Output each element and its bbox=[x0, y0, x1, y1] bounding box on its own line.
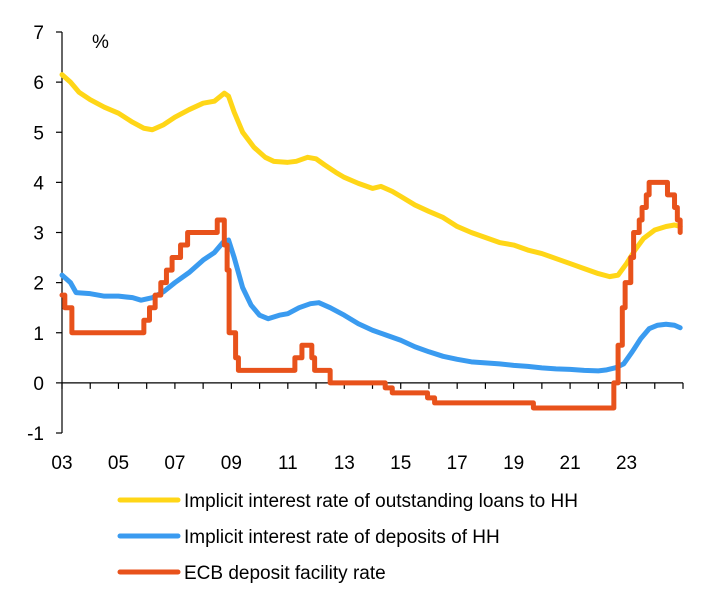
y-tick-label: 1 bbox=[33, 324, 44, 345]
x-tick-label: 23 bbox=[616, 453, 637, 474]
y-tick-label: 2 bbox=[33, 274, 44, 295]
x-ticks: 03 05 07 09 11 13 15 17 19 21 23 bbox=[51, 382, 684, 474]
x-tick-label: 03 bbox=[51, 453, 72, 474]
series-line-implicit-interest-rate-of-deposits-of-hh bbox=[59, 237, 683, 374]
x-tick-label: 05 bbox=[108, 453, 129, 474]
y-tick-label: 5 bbox=[33, 123, 44, 144]
y-tick-label: 7 bbox=[33, 23, 44, 44]
x-tick-label: 19 bbox=[503, 453, 524, 474]
y-ticks: -1 0 1 2 3 4 5 6 7 bbox=[27, 23, 62, 445]
y-tick-label: 4 bbox=[33, 173, 44, 194]
x-tick-label: 11 bbox=[278, 453, 298, 474]
unit-label: % bbox=[92, 32, 109, 53]
series-line-implicit-interest-rate-of-outstanding-loans-to-hh bbox=[59, 72, 683, 280]
legend-label-implicit-interest-rate-of-outstanding-loans-to-hh: Implicit interest rate of outstanding lo… bbox=[184, 491, 578, 512]
series-layer bbox=[59, 72, 683, 411]
y-tick-label: -1 bbox=[27, 424, 44, 445]
y-tick-label: 6 bbox=[33, 73, 44, 94]
x-tick-label: 21 bbox=[560, 453, 581, 474]
x-tick-label: 17 bbox=[447, 453, 468, 474]
legend: Implicit interest rate of outstanding lo… bbox=[117, 491, 578, 584]
legend-label-ecb-deposit-facility-rate: ECB deposit facility rate bbox=[184, 563, 386, 584]
x-tick-label: 07 bbox=[164, 453, 185, 474]
series-line-ecb-deposit-facility-rate bbox=[59, 179, 683, 411]
x-tick-label: 15 bbox=[390, 453, 411, 474]
legend-label-implicit-interest-rate-of-deposits-of-hh: Implicit interest rate of deposits of HH bbox=[184, 527, 500, 548]
y-tick-label: 0 bbox=[33, 374, 44, 395]
x-tick-label: 09 bbox=[221, 453, 242, 474]
y-tick-label: 3 bbox=[33, 224, 44, 245]
x-tick-label: 13 bbox=[334, 453, 355, 474]
